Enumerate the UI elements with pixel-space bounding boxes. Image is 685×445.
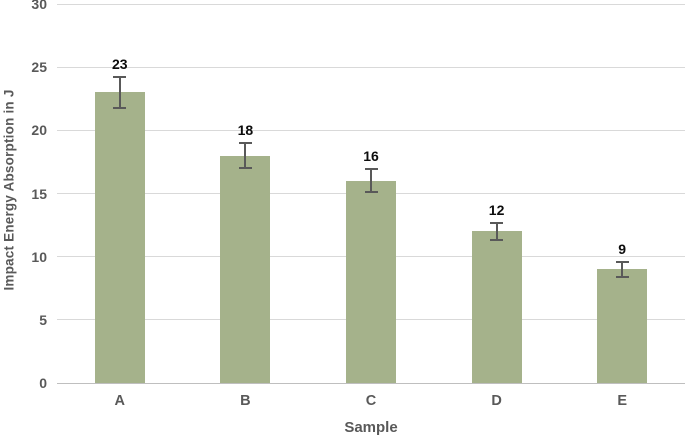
data-label-C: 16 (363, 148, 379, 165)
error-bar-line-E (621, 261, 624, 277)
plot-area: 23 18 16 12 9 (57, 3, 685, 384)
gridline-25 (57, 66, 685, 68)
data-label-A: 23 (112, 56, 128, 73)
error-bar-cap-top-C (364, 168, 378, 171)
x-tick-label-B: B (240, 393, 251, 409)
y-axis-tick-labels: 0 5 10 15 20 25 30 (0, 0, 47, 391)
error-bar-line-A (118, 77, 121, 108)
error-bar-cap-top-B (238, 141, 252, 144)
y-tick-label-15: 15 (31, 185, 47, 202)
data-label-B: 18 (237, 121, 254, 138)
y-tick-label-20: 20 (31, 122, 47, 139)
data-label-E: 9 (618, 240, 627, 257)
data-label-D: 12 (488, 201, 505, 218)
gridline-30 (57, 3, 685, 5)
y-tick-label-0: 0 (39, 375, 47, 391)
y-tick-label-10: 10 (31, 248, 47, 265)
x-tick-label-A: A (114, 393, 126, 409)
bar-E (597, 269, 648, 383)
error-bar-cap-bottom-C (364, 191, 378, 194)
y-tick-label-25: 25 (31, 59, 47, 76)
error-bar-cap-bottom-A (113, 106, 127, 109)
y-tick-label-5: 5 (39, 311, 47, 328)
y-tick-label-30: 30 (31, 0, 47, 12)
error-bar-line-B (244, 142, 247, 169)
error-bar-cap-top-E (615, 260, 629, 263)
x-axis-line (57, 382, 685, 384)
bar-D (471, 231, 522, 383)
x-axis-title: Sample (344, 419, 398, 436)
error-bar-cap-top-A (113, 76, 127, 79)
gridline-20 (57, 129, 685, 131)
error-bar-cap-bottom-D (490, 239, 504, 242)
bar-A (94, 92, 145, 383)
error-bar-cap-bottom-B (238, 167, 252, 170)
error-bar-cap-top-D (490, 221, 504, 224)
bar-C (346, 180, 396, 383)
x-tick-label-E: E (617, 393, 628, 409)
x-tick-label-D: D (491, 393, 502, 409)
error-bar-line-C (370, 169, 372, 193)
x-axis-category-labels: A B C D E (57, 393, 685, 413)
error-bar-line-D (495, 222, 498, 241)
bar-B (220, 155, 271, 383)
error-bar-cap-bottom-E (615, 275, 629, 278)
x-tick-label-C: C (365, 393, 377, 409)
